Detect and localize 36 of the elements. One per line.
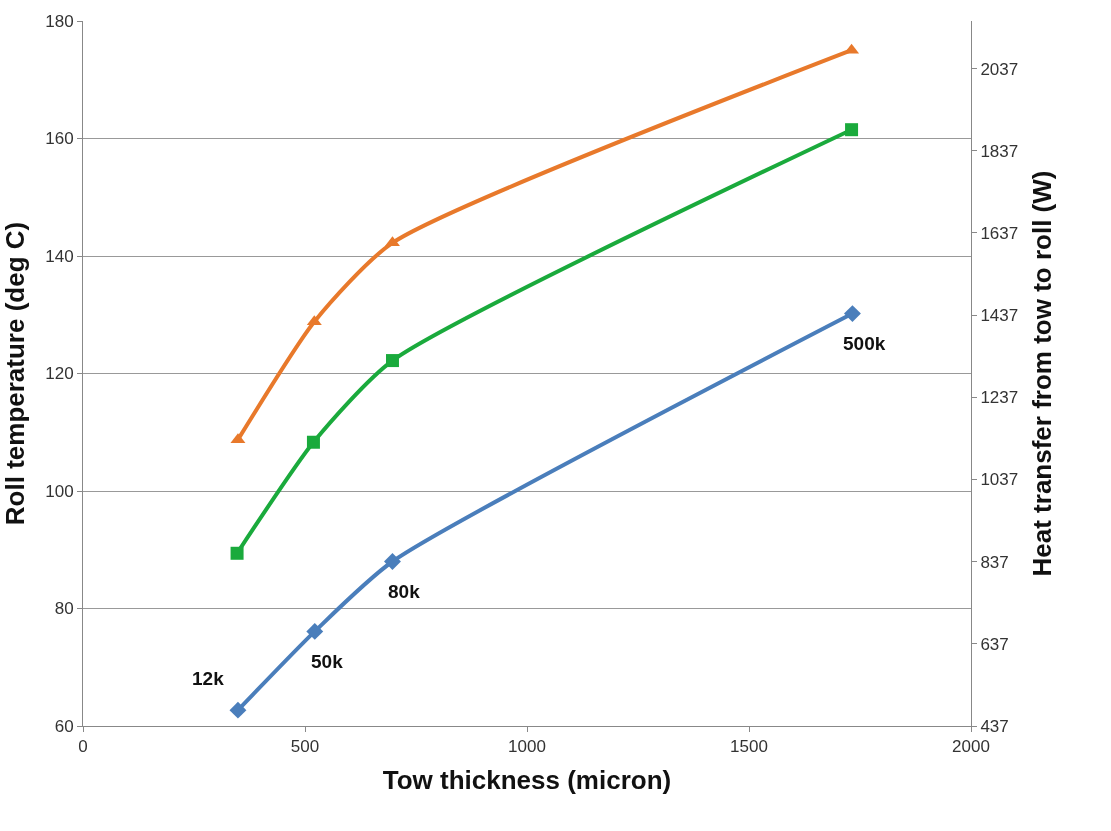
annotation: 50k [311, 651, 344, 672]
y2-tick-label: 1637 [980, 223, 1019, 243]
y2-tick-label: 1037 [980, 470, 1019, 490]
point [229, 701, 247, 719]
y-tick-label: 100 [45, 481, 74, 501]
point [230, 546, 244, 560]
y2-axis-title: Heat transfer from tow to roll (W) [1026, 170, 1057, 577]
x-tick-label: 500 [290, 737, 320, 757]
point [306, 435, 320, 449]
x-axis-title: Tow thickness (micron) [382, 765, 672, 796]
y-tick-label: 60 [54, 716, 74, 736]
x-tick-label: 0 [78, 737, 88, 757]
y-tick-label: 80 [54, 599, 74, 619]
y-tick-label: 120 [45, 364, 74, 384]
y2-tick-label: 1437 [980, 306, 1019, 326]
point [384, 553, 401, 570]
y2-tick-label: 1237 [980, 388, 1019, 408]
annotation: 12k [192, 668, 225, 689]
y2-tick-label: 637 [980, 634, 1009, 654]
x-tick-label: 1500 [730, 737, 768, 757]
y-tick-label: 180 [45, 11, 74, 31]
y2-tick-label: 837 [980, 552, 1009, 572]
point [306, 622, 324, 640]
point [385, 354, 399, 368]
y-tick-label: 160 [45, 129, 74, 149]
point [844, 305, 861, 323]
x-tick-label: 2000 [952, 737, 990, 757]
annotation: 80k [388, 581, 421, 602]
y2-tick-label: 1837 [980, 141, 1019, 161]
y2-tick-label: 2037 [980, 59, 1019, 79]
point [845, 123, 859, 137]
y-tick-label: 140 [45, 246, 74, 266]
annotation: 500k [843, 333, 886, 354]
y2-tick-label: 437 [980, 716, 1009, 736]
x-tick-label: 1000 [508, 737, 546, 757]
y-axis-title: Roll temperature (deg C) [0, 221, 30, 526]
